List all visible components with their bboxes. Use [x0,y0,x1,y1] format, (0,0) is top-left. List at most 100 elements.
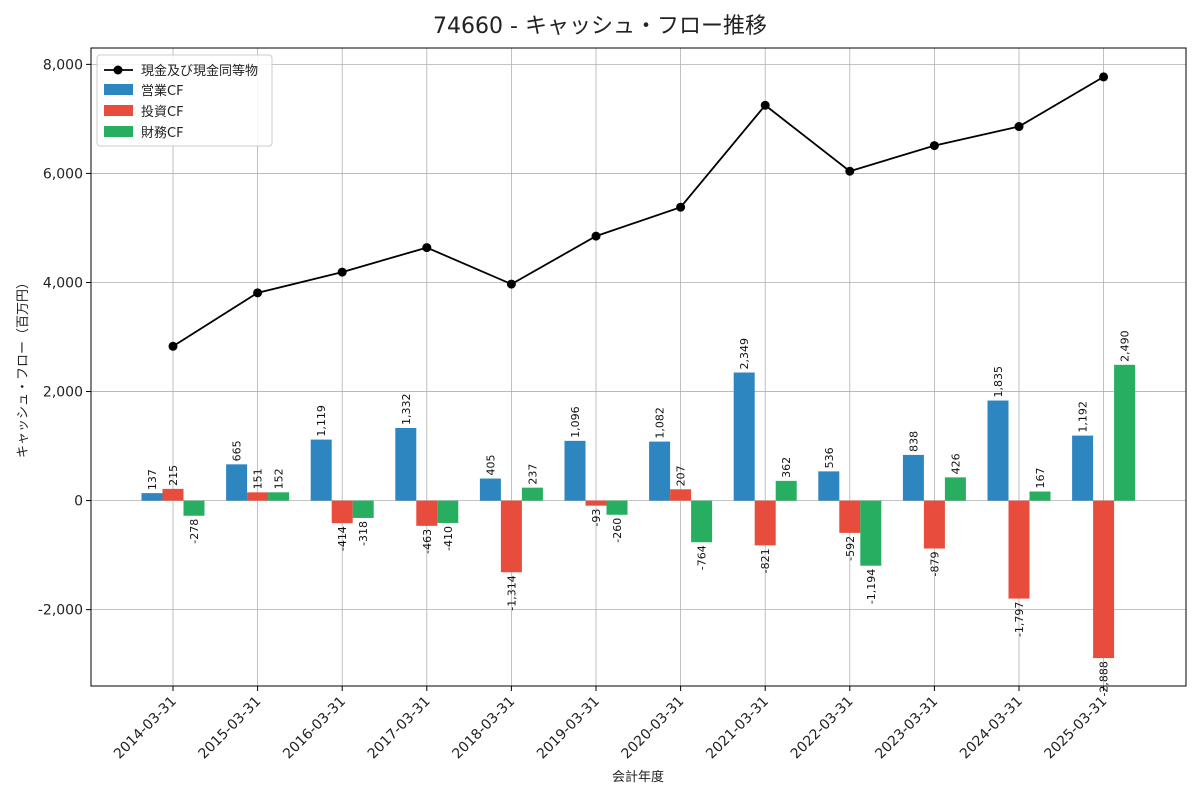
y-tick-label: 6,000 [43,166,83,182]
legend-frame [96,54,273,147]
legend-label-investing: 投資CF [141,104,184,120]
bar-labels-layer: 137 665 1,119 1,332 405 1,096 1,082 2,349 536 838… [146,330,1132,696]
legend-label-cash: 現金及び現金同等物 [141,63,258,79]
cash-balance-point [1099,72,1109,82]
cash-balance-point [760,100,770,110]
x-axis-label: 会計年度 [612,769,664,785]
bar-label-financing: 152 [273,468,286,489]
bar-financing [775,480,797,501]
y-tick-label: 2,000 [43,385,83,401]
cash-balance-point [168,341,178,351]
bar-label-investing: 215 [167,465,180,486]
bar-label-operating: 665 [231,440,244,461]
bar-investing [923,500,945,549]
x-axis: 2014-03-31 2015-03-31 2016-03-31 2017-03-31… [111,686,1110,762]
cash-balance-point [1014,122,1024,132]
bar-financing [944,477,966,501]
bar-operating [649,441,671,501]
bar-financing [691,500,713,543]
legend-swatch-operating [104,84,133,95]
bar-financing [268,492,290,501]
bars-layer [141,364,1136,659]
line-layer [168,72,1109,351]
y-axis-label: キャッシュ・フロー（百万円） [16,276,31,458]
bar-operating [902,454,924,501]
y-tick-label: 8,000 [43,57,83,73]
y-tick-label: -2,000 [38,603,83,619]
cash-balance-point [506,279,516,289]
y-tick-label: 0 [74,494,83,510]
bar-label-financing: 2,490 [1119,330,1132,362]
cash-balance-point [422,243,432,253]
legend: 現金及び現金同等物 営業CF 投資CF 財務CF [96,54,273,147]
bar-investing [416,500,438,526]
bar-financing [183,500,205,516]
bar-label-investing: -1,797 [1013,602,1026,637]
cash-balance-point [676,202,686,212]
bar-operating [226,464,248,501]
bar-investing [585,500,607,506]
bar-label-investing: -463 [421,529,434,554]
bar-label-operating: 1,192 [1077,401,1090,433]
bar-investing [247,492,269,501]
x-tick-label: 2015-03-31 [196,694,265,763]
bar-operating [141,493,163,501]
bar-label-investing: 151 [252,468,265,489]
bar-investing [754,500,776,546]
cash-balance-point [929,141,939,151]
bar-label-investing: -93 [590,509,603,527]
bar-label-financing: 237 [526,464,539,485]
plot-frame [90,47,1187,687]
x-tick-label: 2020-03-31 [619,694,688,763]
bar-operating [733,372,755,501]
x-tick-label: 2017-03-31 [365,694,434,763]
bar-operating [564,440,586,501]
bar-label-operating: 2,349 [738,338,751,370]
x-tick-label: 2021-03-31 [703,694,772,763]
bar-operating [310,439,332,501]
bar-label-operating: 1,096 [569,406,582,438]
bar-label-financing: -410 [442,526,455,551]
bar-financing [606,500,628,515]
bar-investing [500,500,522,573]
bar-financing [1029,491,1051,501]
x-tick-label: 2023-03-31 [872,694,941,763]
x-tick-label: 2025-03-31 [1042,694,1111,763]
bar-financing [1114,364,1136,501]
bar-label-financing: -318 [357,521,370,546]
cash-balance-line [172,76,1105,348]
bar-label-operating: 137 [146,469,159,490]
bar-label-operating: 838 [907,431,920,452]
bar-label-operating: 405 [484,455,497,476]
bar-operating [395,427,417,501]
bar-label-investing: -879 [928,552,941,577]
bar-operating [1072,435,1094,501]
bar-operating [479,478,501,501]
bar-label-investing: -414 [336,526,349,551]
x-tick-label: 2024-03-31 [957,694,1026,763]
x-tick-label: 2014-03-31 [111,694,180,763]
bar-financing [860,500,882,566]
legend-line-marker [113,65,123,75]
grid-layer [91,48,1186,686]
bar-financing [352,500,374,518]
x-tick-label: 2016-03-31 [280,694,349,763]
bar-investing [162,488,184,501]
bar-financing [437,500,459,523]
bar-label-operating: 536 [823,447,836,468]
bar-label-operating: 1,119 [315,405,328,437]
bar-label-investing: -592 [844,536,857,561]
y-axis: -2,000 0 2,000 4,000 6,000 8,000 [38,57,91,619]
bar-label-financing: -1,194 [865,569,878,604]
bar-operating [818,471,840,501]
bar-label-investing: -2,888 [1098,661,1111,696]
bar-label-financing: 167 [1034,467,1047,488]
legend-label-financing: 財務CF [141,126,184,141]
cash-balance-point [253,288,263,298]
bar-investing [331,500,353,524]
bar-label-financing: -278 [188,519,201,544]
bar-label-financing: -260 [611,518,624,543]
bar-investing [1008,500,1030,599]
